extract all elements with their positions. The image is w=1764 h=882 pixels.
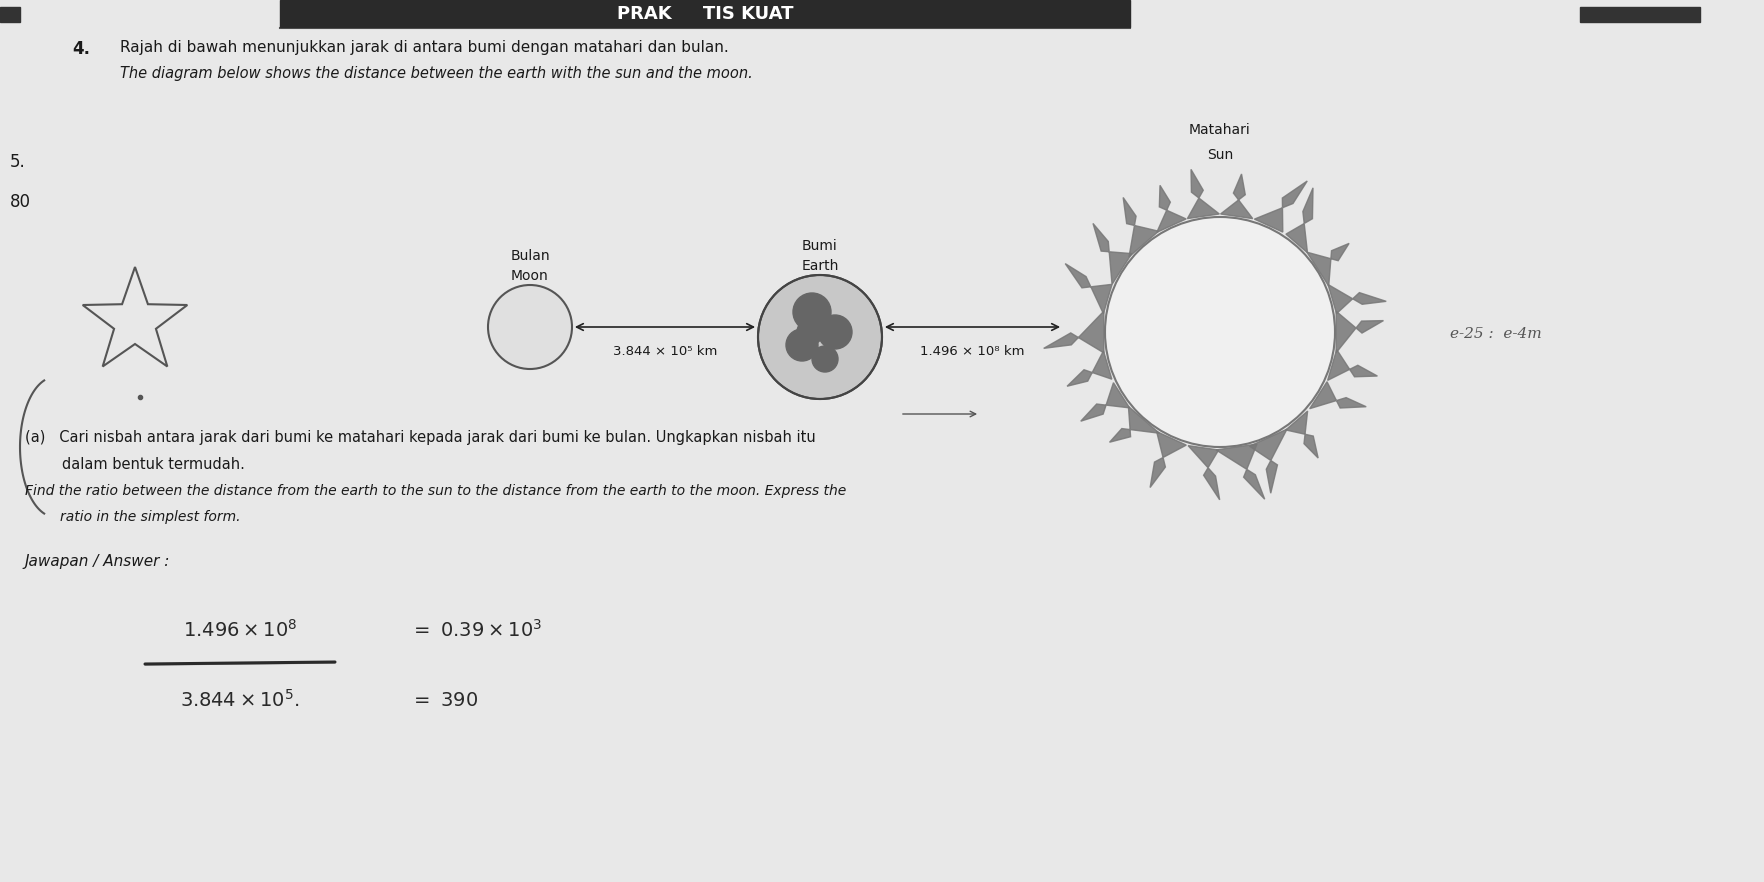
Text: (a)   Cari nisbah antara jarak dari bumi ke matahari kepada jarak dari bumi ke b: (a) Cari nisbah antara jarak dari bumi k…	[25, 430, 815, 445]
Text: Matahari: Matahari	[1189, 123, 1251, 137]
Text: ratio in the simplest form.: ratio in the simplest form.	[25, 510, 240, 524]
Circle shape	[797, 319, 822, 345]
Text: $3.844 \times 10^5$.: $3.844 \times 10^5$.	[180, 689, 300, 711]
Text: 4.: 4.	[72, 40, 90, 58]
Polygon shape	[1187, 445, 1219, 500]
Polygon shape	[1286, 188, 1312, 253]
Text: Find the ratio between the distance from the earth to the sun to the distance fr: Find the ratio between the distance from…	[25, 484, 845, 498]
Text: Sun: Sun	[1207, 148, 1233, 162]
Circle shape	[817, 315, 852, 349]
Polygon shape	[1065, 264, 1111, 314]
Text: e-25 :  e-4m: e-25 : e-4m	[1450, 327, 1542, 341]
Text: $= \ 390$: $= \ 390$	[409, 691, 478, 709]
Polygon shape	[1067, 351, 1111, 386]
Circle shape	[811, 346, 838, 372]
Text: 80: 80	[11, 193, 32, 211]
Polygon shape	[1249, 430, 1286, 493]
Polygon shape	[1327, 284, 1385, 314]
Polygon shape	[1187, 169, 1219, 219]
Polygon shape	[1043, 311, 1102, 353]
Circle shape	[792, 293, 831, 331]
Text: Moon: Moon	[512, 269, 549, 283]
Text: 1.496 × 10⁸ km: 1.496 × 10⁸ km	[919, 345, 1025, 358]
Text: $= \ 0.39 \times 10^3$: $= \ 0.39 \times 10^3$	[409, 619, 542, 641]
Text: 5.: 5.	[11, 153, 26, 171]
Text: PRAK     TIS KUAT: PRAK TIS KUAT	[616, 4, 792, 23]
Polygon shape	[1122, 198, 1157, 257]
Bar	[280, 0, 1129, 27]
Polygon shape	[1215, 444, 1265, 499]
Polygon shape	[1327, 349, 1376, 380]
Text: Earth: Earth	[801, 259, 838, 273]
Text: 3.844 × 10⁵ km: 3.844 × 10⁵ km	[612, 345, 716, 358]
Text: $1.496 \times 10^8$: $1.496 \times 10^8$	[183, 619, 296, 641]
Polygon shape	[1335, 311, 1383, 353]
Circle shape	[785, 329, 817, 361]
Text: Jawapan / Answer :: Jawapan / Answer :	[25, 554, 171, 569]
Polygon shape	[1221, 174, 1252, 219]
Text: The diagram below shows the distance between the earth with the sun and the moon: The diagram below shows the distance bet…	[120, 66, 751, 81]
Text: Bumi: Bumi	[801, 239, 838, 253]
Bar	[0, 7, 19, 22]
Polygon shape	[1080, 383, 1129, 422]
Text: Bulan: Bulan	[510, 249, 550, 263]
Polygon shape	[1305, 243, 1348, 286]
Text: dalam bentuk termudah.: dalam bentuk termudah.	[25, 457, 245, 472]
Circle shape	[487, 285, 572, 369]
Bar	[1579, 7, 1699, 22]
Polygon shape	[1254, 181, 1307, 232]
Polygon shape	[1110, 407, 1159, 442]
Text: Rajah di bawah menunjukkan jarak di antara bumi dengan matahari dan bulan.: Rajah di bawah menunjukkan jarak di anta…	[120, 40, 729, 55]
Circle shape	[1104, 217, 1334, 447]
Circle shape	[757, 275, 882, 399]
Polygon shape	[1155, 185, 1185, 232]
Polygon shape	[1092, 223, 1131, 284]
Polygon shape	[1284, 411, 1318, 458]
Polygon shape	[1150, 431, 1185, 488]
Polygon shape	[1309, 382, 1365, 408]
